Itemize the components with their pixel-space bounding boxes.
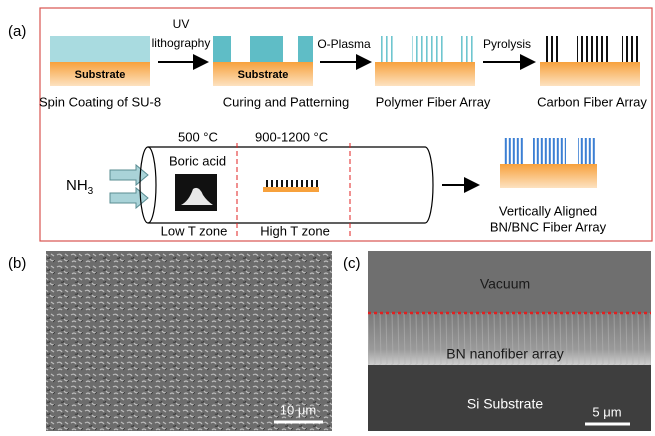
sample-fibers bbox=[263, 180, 319, 187]
page: {"panel_a": {"label": "(a)", "steps": [ … bbox=[0, 0, 655, 431]
product-caption: BN/BNC Fiber Array bbox=[490, 219, 607, 234]
pattern bbox=[250, 36, 283, 62]
bn-fibers bbox=[533, 138, 566, 164]
region-label: Vacuum bbox=[480, 276, 530, 292]
gas-arrow bbox=[110, 165, 148, 185]
panel-label: (c) bbox=[343, 255, 361, 272]
substrate bbox=[540, 62, 640, 86]
transition-label: UV bbox=[173, 17, 190, 31]
figure: (a) Substrate Spin Coating of SU-8 Subst… bbox=[0, 0, 655, 431]
substrate bbox=[500, 164, 597, 188]
step-caption: Curing and Patterning bbox=[223, 94, 349, 109]
carbon-fibers bbox=[622, 36, 639, 62]
temperature: 500 °C bbox=[178, 129, 218, 144]
pattern bbox=[298, 36, 313, 62]
step-caption: Spin Coating of SU-8 bbox=[39, 94, 161, 109]
polymer-fibers bbox=[458, 36, 475, 62]
panel-label: (a) bbox=[8, 23, 26, 40]
substrate-label: Substrate bbox=[238, 69, 289, 81]
panel-label: (b) bbox=[8, 255, 26, 272]
gas-subscript: 3 bbox=[88, 186, 94, 197]
bn-fibers bbox=[503, 138, 523, 164]
step-caption: Polymer Fiber Array bbox=[376, 94, 491, 109]
scale-label: 5 μm bbox=[592, 404, 621, 419]
substrate-label: Substrate bbox=[75, 69, 126, 81]
step-caption: Carbon Fiber Array bbox=[537, 94, 647, 109]
pattern bbox=[213, 36, 231, 62]
gas-arrow bbox=[110, 188, 148, 208]
carbon-fibers bbox=[577, 36, 610, 62]
product-caption: Vertically Aligned bbox=[499, 203, 597, 218]
transition-label: lithography bbox=[152, 36, 211, 50]
gas-label: NH3 bbox=[66, 177, 94, 197]
transition-label: O-Plasma bbox=[317, 37, 371, 51]
zone-label: High T zone bbox=[260, 223, 330, 238]
transition-label: Pyrolysis bbox=[483, 37, 531, 51]
zone-label: Low T zone bbox=[161, 223, 228, 238]
bn-fibers bbox=[578, 138, 596, 164]
gas: NH bbox=[66, 177, 88, 194]
su8-layer bbox=[50, 36, 150, 62]
polymer-fibers bbox=[378, 36, 396, 62]
sample-substrate bbox=[263, 187, 319, 192]
scale-label: 10 μm bbox=[280, 402, 316, 417]
region-label: Si Substrate bbox=[467, 396, 543, 412]
substrate bbox=[375, 62, 475, 86]
carbon-fibers bbox=[543, 36, 561, 62]
precursor-label: Boric acid bbox=[169, 153, 226, 168]
polymer-fibers bbox=[412, 36, 445, 62]
temperature: 900-1200 °C bbox=[255, 129, 328, 144]
region-label: BN nanofiber array bbox=[446, 346, 564, 362]
tube-end bbox=[140, 147, 156, 223]
